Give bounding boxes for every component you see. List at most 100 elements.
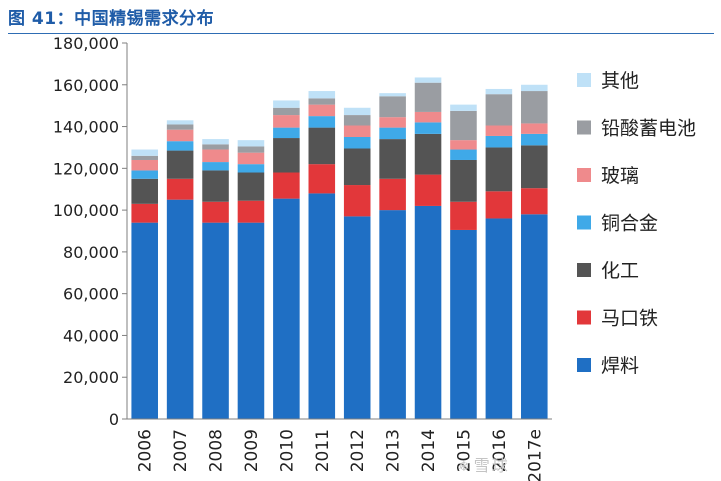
bar-segment: [273, 100, 300, 108]
bar-segment: [343, 107, 371, 116]
bar-segment: [166, 141, 194, 151]
bar-segment: [131, 222, 158, 419]
bar-segment: [450, 229, 477, 419]
bar-segment: [131, 178, 158, 204]
bar-segment: [521, 188, 548, 215]
bar-segment: [237, 140, 265, 147]
legend-swatch: [577, 215, 591, 230]
bar-segment: [414, 82, 442, 112]
legend-label: 铜合金: [601, 213, 658, 235]
x-tick-label: 2010: [277, 429, 297, 472]
bar-segment: [521, 214, 548, 419]
bar-segment: [166, 120, 194, 125]
x-tick-label: 2015: [454, 429, 474, 472]
bar-segment: [202, 201, 229, 223]
bar-segment: [485, 147, 513, 192]
y-axis: 0 20,000 40,000 60,000 80,000 100,000 120,000 1…: [53, 34, 128, 429]
bar-segment: [521, 145, 548, 189]
figure-title: 图 41：中国精锡需求分布: [8, 9, 215, 29]
bar-segment: [521, 133, 548, 146]
bar-segment: [202, 144, 229, 150]
bar-segment: [308, 91, 336, 99]
bar-segment: [273, 115, 300, 128]
bar-segment: [273, 138, 300, 173]
bar-segment: [485, 125, 513, 136]
bar-segment: [166, 178, 194, 200]
bar-segment: [521, 91, 548, 124]
bar-segment: [237, 222, 265, 419]
legend-swatch: [577, 310, 591, 325]
x-tick-label: 2011: [313, 429, 333, 472]
x-tick-label: 2017e: [525, 429, 545, 481]
bar-segment: [131, 155, 158, 160]
watermark-text: 雪球: [473, 456, 510, 475]
bar-segment: [131, 149, 158, 156]
bar-segment: [237, 146, 265, 153]
bar-segment: [379, 93, 406, 97]
bar-segment: [237, 200, 265, 223]
bar-segment: [450, 110, 477, 141]
bar-segment: [308, 104, 336, 117]
bar-segment: [308, 193, 336, 419]
bar-segment: [237, 152, 265, 165]
bar-segment: [202, 170, 229, 202]
bar-segment: [450, 140, 477, 150]
bar-segment: [414, 174, 442, 206]
snowball-logo-icon: ❄: [458, 459, 472, 475]
legend-label: 其他: [601, 70, 639, 92]
watermark: ❄ 雪球: [458, 452, 510, 476]
bar-segment: [485, 135, 513, 148]
legend-label: 马口铁: [601, 308, 658, 330]
bar-segment: [343, 185, 371, 217]
bar-segment: [379, 139, 406, 179]
y-tick-label: 80,000: [63, 243, 119, 262]
y-tick-label: 140,000: [53, 118, 119, 137]
legend-swatch: [577, 263, 591, 277]
legend-label: 铅酸蓄电池: [601, 118, 696, 140]
bar-segment: [485, 94, 513, 126]
bar-segment: [308, 164, 336, 194]
y-tick-label: 0: [109, 410, 119, 429]
bar-segment: [379, 127, 406, 140]
bar-segment: [414, 205, 442, 419]
y-tick-label: 40,000: [63, 326, 119, 345]
bar-segment: [521, 123, 548, 134]
bar-segment: [414, 122, 442, 134]
x-tick-label: 2016: [490, 429, 510, 472]
bar-segment: [379, 178, 406, 211]
legend-swatch: [577, 73, 591, 87]
bar-segment: [379, 96, 406, 118]
bar-series: [131, 77, 548, 419]
bar-segment: [485, 88, 513, 95]
x-tick-label: 2007: [171, 429, 191, 472]
bar-segment: [202, 139, 229, 145]
bar-segment: [343, 216, 371, 419]
x-tick-label: 2014: [419, 429, 439, 472]
x-tick-label: 2012: [348, 429, 368, 472]
bar-segment: [485, 218, 513, 419]
bar-segment: [379, 117, 406, 128]
bar-segment: [343, 115, 371, 126]
legend-label: 焊料: [601, 355, 639, 377]
bar-segment: [521, 84, 548, 92]
y-tick-label: 120,000: [53, 159, 119, 178]
bar-segment: [131, 159, 158, 171]
bar-segment: [237, 164, 265, 173]
bar-segment: [202, 162, 229, 171]
y-tick-label: 60,000: [63, 285, 119, 304]
x-tick-label: 2009: [242, 429, 262, 472]
legend-swatch: [577, 168, 591, 182]
bar-segment: [450, 104, 477, 111]
bar-segment: [485, 191, 513, 219]
y-tick-label: 20,000: [63, 368, 119, 387]
bar-segment: [379, 210, 406, 419]
x-tick-label: 2013: [384, 429, 404, 472]
legend-label: 化工: [601, 260, 639, 282]
bar-segment: [131, 203, 158, 223]
bar-segment: [414, 77, 442, 83]
bar-segment: [166, 150, 194, 179]
bar-segment: [414, 133, 442, 175]
bar-segment: [202, 222, 229, 419]
bar-segment: [273, 127, 300, 139]
